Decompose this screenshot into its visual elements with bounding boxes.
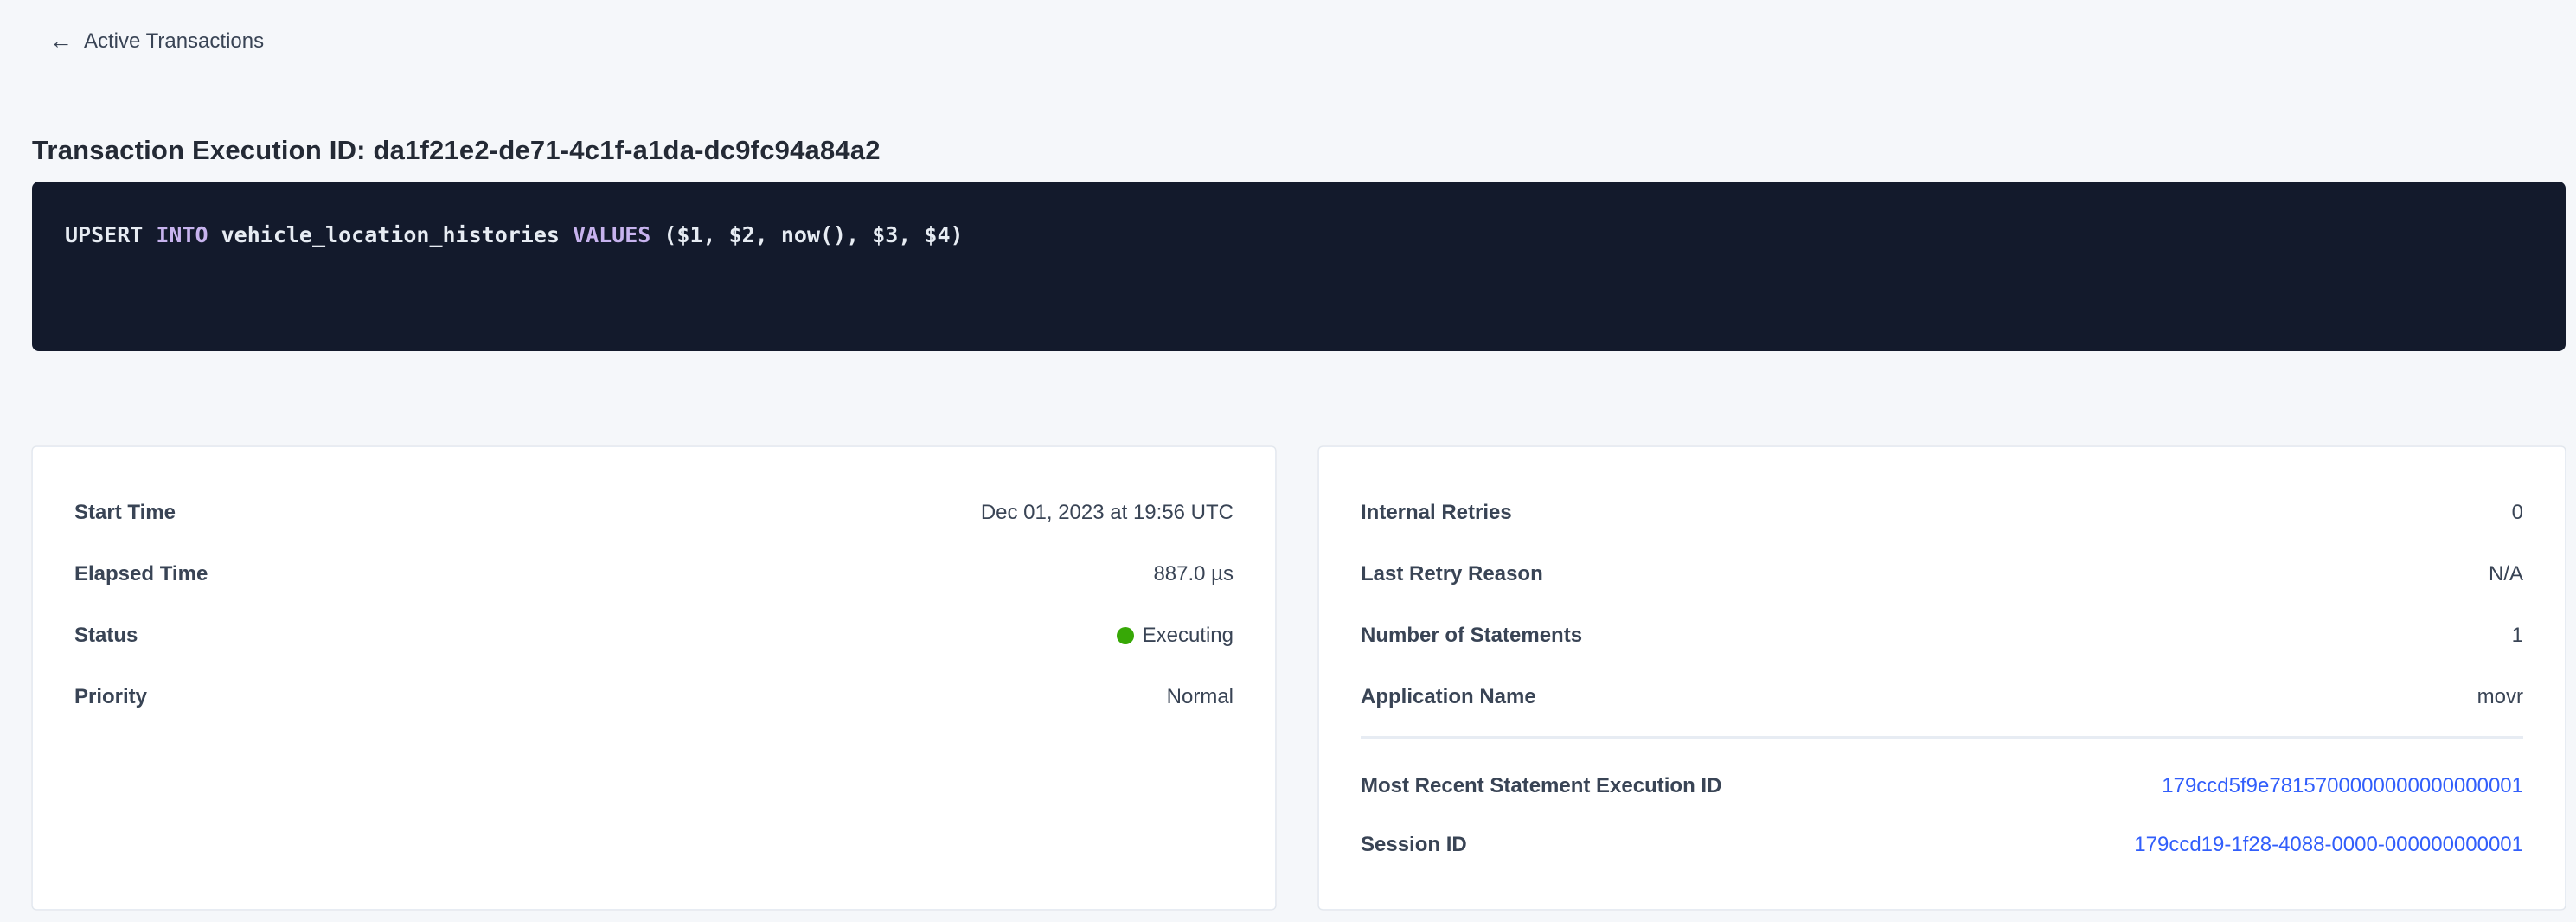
row-value: Normal — [1166, 684, 1234, 708]
arrow-left-icon: ← — [49, 27, 73, 54]
sql-token-plain: UPSERT — [65, 222, 157, 247]
summary-row-application-name: Application Name movr — [1361, 666, 2523, 727]
row-label: Application Name — [1361, 684, 1536, 708]
row-value: 1 — [2511, 623, 2523, 647]
sql-token-plain: ($1, $2, now(), $3, $4) — [650, 222, 964, 247]
row-value: N/A — [2488, 561, 2523, 586]
row-label: Number of Statements — [1361, 623, 1583, 647]
status-dot-icon — [1116, 626, 1134, 644]
summary-cards: Start Time Dec 01, 2023 at 19:56 UTC Ela… — [32, 446, 2566, 910]
row-value: Dec 01, 2023 at 19:56 UTC — [980, 500, 1234, 524]
transaction-summary-card: Start Time Dec 01, 2023 at 19:56 UTC Ela… — [32, 446, 1276, 910]
row-value: 0 — [2511, 500, 2523, 524]
row-value: movr — [2477, 684, 2523, 708]
status-badge: Executing — [1116, 623, 1234, 648]
back-link-label: Active Transactions — [84, 29, 265, 53]
status-text: Executing — [1142, 623, 1234, 647]
session-id-link[interactable]: 179ccd19-1f28-4088-0000-000000000001 — [2134, 833, 2523, 856]
row-label: Start Time — [74, 500, 176, 524]
link-rows: Most Recent Statement Execution ID 179cc… — [1361, 757, 2523, 874]
summary-row-statement-execution-id: Most Recent Statement Execution ID 179cc… — [1361, 757, 2523, 816]
summary-row-last-retry-reason: Last Retry Reason N/A — [1361, 543, 2523, 605]
summary-row-start-time: Start Time Dec 01, 2023 at 19:56 UTC — [74, 482, 1234, 543]
summary-row-priority: Priority Normal — [74, 666, 1234, 727]
summary-row-internal-retries: Internal Retries 0 — [1361, 482, 2523, 543]
summary-row-session-id: Session ID 179ccd19-1f28-4088-0000-00000… — [1361, 816, 2523, 874]
row-value: 887.0 µs — [1153, 561, 1234, 586]
sql-statement-box: UPSERT INTO vehicle_location_histories V… — [32, 182, 2566, 351]
sql-token-plain: vehicle_location_histories — [208, 222, 574, 247]
row-label: Elapsed Time — [74, 561, 208, 586]
row-label: Internal Retries — [1361, 500, 1512, 524]
sql-statement: UPSERT INTO vehicle_location_histories V… — [65, 222, 964, 247]
topbar: ← Active Transactions — [0, 0, 2576, 54]
summary-row-status: Status Executing — [74, 605, 1234, 666]
statement-execution-id-link[interactable]: 179ccd5f9e7815700000000000000001 — [2162, 774, 2523, 797]
transaction-retries-card: Internal Retries 0 Last Retry Reason N/A… — [1318, 446, 2566, 910]
row-label: Priority — [74, 684, 148, 708]
summary-row-elapsed-time: Elapsed Time 887.0 µs — [74, 543, 1234, 605]
row-label: Most Recent Statement Execution ID — [1361, 774, 1722, 797]
row-label: Session ID — [1361, 833, 1467, 856]
card-divider — [1361, 736, 2523, 739]
row-label: Status — [74, 623, 138, 647]
row-label: Last Retry Reason — [1361, 561, 1543, 586]
sql-token-keyword: INTO — [156, 222, 208, 247]
page-title: Transaction Execution ID: da1f21e2-de71-… — [32, 135, 881, 165]
sql-token-keyword: VALUES — [573, 222, 651, 247]
back-to-active-transactions-link[interactable]: ← Active Transactions — [49, 29, 264, 54]
summary-row-number-of-statements: Number of Statements 1 — [1361, 605, 2523, 666]
